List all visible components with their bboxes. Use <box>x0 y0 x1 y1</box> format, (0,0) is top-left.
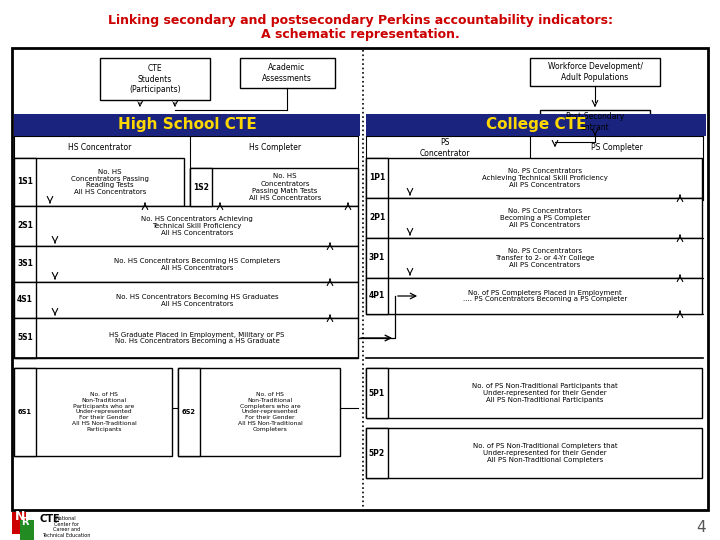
Text: No. HS Concentrators Becoming HS Graduates
All HS Concentrators: No. HS Concentrators Becoming HS Graduat… <box>116 294 279 307</box>
FancyBboxPatch shape <box>14 158 184 206</box>
Text: 5P2: 5P2 <box>369 449 385 457</box>
FancyBboxPatch shape <box>14 282 36 318</box>
Text: Hs Completer: Hs Completer <box>249 144 301 152</box>
FancyBboxPatch shape <box>366 278 388 314</box>
Text: No. PS Concentrators
Transfer to 2- or 4-Yr College
All PS Concentrators: No. PS Concentrators Transfer to 2- or 4… <box>495 248 595 268</box>
Text: 4S1: 4S1 <box>17 295 33 305</box>
Text: 1S1: 1S1 <box>17 178 33 186</box>
FancyBboxPatch shape <box>178 368 340 456</box>
FancyBboxPatch shape <box>366 198 388 238</box>
FancyBboxPatch shape <box>366 428 702 478</box>
Text: No. HS
Concentrators Passing
Reading Tests
All HS Concentrators: No. HS Concentrators Passing Reading Tes… <box>71 168 149 195</box>
FancyBboxPatch shape <box>366 198 702 238</box>
FancyBboxPatch shape <box>14 206 358 246</box>
Text: National
Center for
Career and
Technical Education: National Center for Career and Technical… <box>42 516 91 538</box>
Text: 3P1: 3P1 <box>369 253 385 262</box>
Text: HS Concentrator: HS Concentrator <box>68 144 132 152</box>
FancyBboxPatch shape <box>366 428 388 478</box>
Text: 3S1: 3S1 <box>17 260 33 268</box>
FancyBboxPatch shape <box>178 368 200 456</box>
FancyBboxPatch shape <box>190 168 212 206</box>
Text: 5S1: 5S1 <box>17 334 33 342</box>
Text: A schematic representation.: A schematic representation. <box>261 28 459 41</box>
FancyBboxPatch shape <box>14 206 36 246</box>
FancyBboxPatch shape <box>190 168 358 206</box>
Text: R: R <box>21 517 29 527</box>
Text: N: N <box>15 510 25 523</box>
Text: College CTE: College CTE <box>486 118 586 132</box>
FancyBboxPatch shape <box>366 114 706 136</box>
Text: Post-Secondary
Entrant: Post-Secondary Entrant <box>565 112 625 132</box>
FancyBboxPatch shape <box>366 368 388 418</box>
Text: No. HS Concentrators Becoming HS Completers
All HS Concentrators: No. HS Concentrators Becoming HS Complet… <box>114 258 280 271</box>
Text: CTE: CTE <box>40 514 60 524</box>
FancyBboxPatch shape <box>12 512 26 534</box>
FancyBboxPatch shape <box>14 282 358 318</box>
Text: No. of PS Non-Traditional Completers that
Under-represented for their Gender
All: No. of PS Non-Traditional Completers tha… <box>473 443 617 463</box>
FancyBboxPatch shape <box>530 58 660 86</box>
Text: 2S1: 2S1 <box>17 221 33 231</box>
FancyBboxPatch shape <box>366 278 702 314</box>
Text: 5P1: 5P1 <box>369 388 385 397</box>
Text: 6S1: 6S1 <box>18 409 32 415</box>
Text: Linking secondary and postsecondary Perkins accountability indicators:: Linking secondary and postsecondary Perk… <box>107 14 613 27</box>
Text: No. of PS Completers Placed in Employment
.... PS Concentrators Becoming a PS Co: No. of PS Completers Placed in Employmen… <box>463 289 627 302</box>
FancyBboxPatch shape <box>366 368 702 418</box>
Text: Workforce Development/
Adult Populations: Workforce Development/ Adult Populations <box>547 62 642 82</box>
FancyBboxPatch shape <box>240 58 335 88</box>
Text: Academic
Assessments: Academic Assessments <box>262 63 312 83</box>
FancyBboxPatch shape <box>366 158 388 198</box>
Text: No. PS Concentrators
Achieving Technical Skill Proficiency
All PS Concentrators: No. PS Concentrators Achieving Technical… <box>482 168 608 188</box>
FancyBboxPatch shape <box>20 520 34 540</box>
FancyBboxPatch shape <box>12 48 708 510</box>
Text: PS Completer: PS Completer <box>591 144 643 152</box>
FancyBboxPatch shape <box>14 318 36 358</box>
FancyBboxPatch shape <box>366 158 702 198</box>
Text: PS
Concentrator: PS Concentrator <box>420 138 470 158</box>
FancyBboxPatch shape <box>14 368 172 456</box>
Text: HS Graduate Placed in Employment, Military or PS
No. Hs Concentrators Becoming a: HS Graduate Placed in Employment, Milita… <box>109 332 284 345</box>
Text: No. of HS
Non-Traditional
Participants who are
Under-represented
For their Gende: No. of HS Non-Traditional Participants w… <box>71 392 136 432</box>
FancyBboxPatch shape <box>100 58 210 100</box>
FancyBboxPatch shape <box>14 318 358 358</box>
FancyBboxPatch shape <box>14 158 36 206</box>
Text: No. PS Concentrators
Becoming a PS Completer
All PS Concentrators: No. PS Concentrators Becoming a PS Compl… <box>500 208 590 228</box>
Text: High School CTE: High School CTE <box>117 118 256 132</box>
FancyBboxPatch shape <box>366 238 702 278</box>
FancyBboxPatch shape <box>14 246 358 282</box>
Text: 4P1: 4P1 <box>369 292 385 300</box>
FancyBboxPatch shape <box>540 110 650 134</box>
FancyBboxPatch shape <box>366 238 388 278</box>
FancyBboxPatch shape <box>14 114 360 136</box>
Text: 4: 4 <box>696 519 706 535</box>
FancyBboxPatch shape <box>14 246 36 282</box>
Text: 6S2: 6S2 <box>182 409 196 415</box>
Text: 2P1: 2P1 <box>369 213 385 222</box>
Text: CTE
Students
(Participants): CTE Students (Participants) <box>129 64 181 94</box>
Text: No. HS
Concentrators
Passing Math Tests
All HS Concentrators: No. HS Concentrators Passing Math Tests … <box>249 173 321 200</box>
Text: No. of PS Non-Traditional Participants that
Under-represented for their Gender
A: No. of PS Non-Traditional Participants t… <box>472 383 618 403</box>
Text: No. of HS
Non-Traditional
Completers who are
Under-represented
For their Gender
: No. of HS Non-Traditional Completers who… <box>238 392 302 432</box>
Text: No. HS Concentrators Achieving
Technical Skill Proficiency
All HS Concentrators: No. HS Concentrators Achieving Technical… <box>141 216 253 236</box>
FancyBboxPatch shape <box>14 368 36 456</box>
Text: 1P1: 1P1 <box>369 173 385 183</box>
Text: 1S2: 1S2 <box>193 183 209 192</box>
